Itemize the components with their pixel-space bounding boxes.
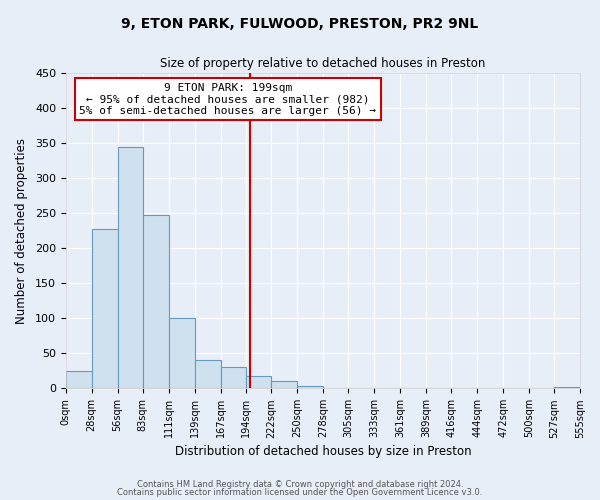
Bar (298, 386, 323, 388)
X-axis label: Distribution of detached houses by size in Preston: Distribution of detached houses by size … (175, 444, 471, 458)
Bar (271, 380, 298, 388)
Bar (143, 216, 169, 388)
Title: Size of property relative to detached houses in Preston: Size of property relative to detached ho… (160, 58, 485, 70)
Text: 9 ETON PARK: 199sqm
← 95% of detached houses are smaller (982)
5% of semi-detach: 9 ETON PARK: 199sqm ← 95% of detached ho… (79, 82, 376, 116)
Y-axis label: Number of detached properties: Number of detached properties (15, 138, 28, 324)
Bar (221, 368, 245, 388)
Text: 9, ETON PARK, FULWOOD, PRESTON, PR2 9NL: 9, ETON PARK, FULWOOD, PRESTON, PR2 9NL (121, 18, 479, 32)
Bar (92, 228, 118, 388)
Bar (554, 387, 580, 388)
Bar (194, 360, 221, 388)
Text: Contains public sector information licensed under the Open Government Licence v3: Contains public sector information licen… (118, 488, 482, 497)
Bar (118, 146, 143, 388)
Bar (169, 318, 194, 388)
Text: Contains HM Land Registry data © Crown copyright and database right 2024.: Contains HM Land Registry data © Crown c… (137, 480, 463, 489)
Bar (245, 376, 271, 388)
Bar (66, 371, 92, 388)
